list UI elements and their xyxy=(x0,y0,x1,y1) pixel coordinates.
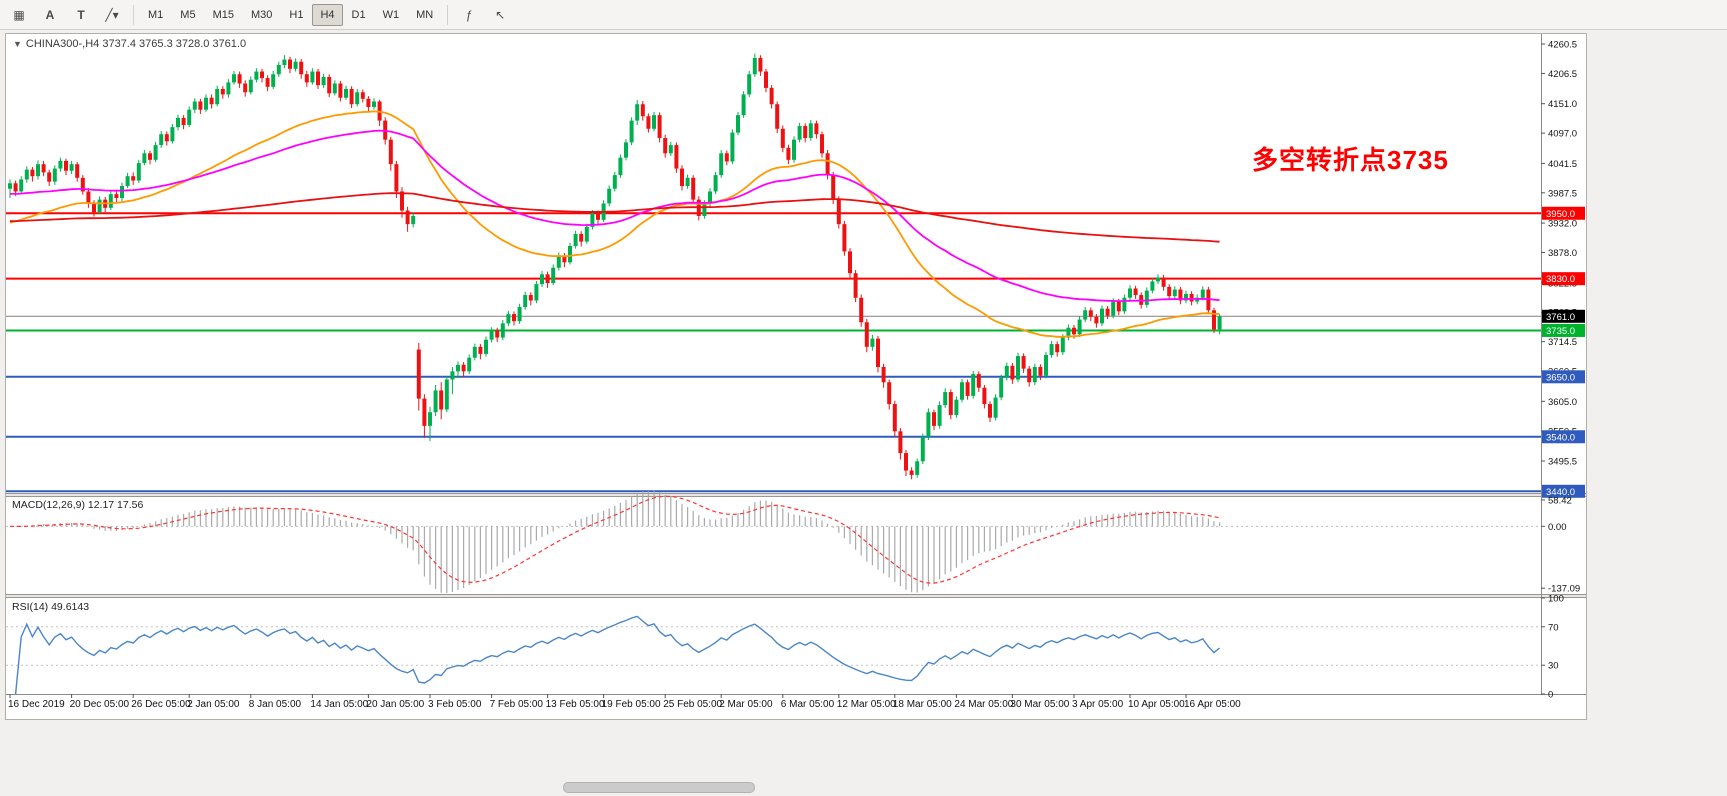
toolbar: ▦ A T ╱ ▾ M1 M5 M15 M30 H1 H4 D1 W1 MN ƒ… xyxy=(0,0,1727,30)
svg-text:2 Jan 05:00: 2 Jan 05:00 xyxy=(187,699,240,710)
grid-icon: ▦ xyxy=(13,7,25,22)
price-badge xyxy=(1542,370,1585,384)
timeframe-mn-button[interactable]: MN xyxy=(408,4,441,26)
candlestick-chart[interactable]: 4260.5 4206.5 4151.0 4097.0 4041.5 3987.5 3932… xyxy=(6,34,1586,719)
text-tool-button[interactable]: T xyxy=(66,3,96,27)
toolbar-separator xyxy=(133,4,134,25)
svg-text:3987.5: 3987.5 xyxy=(1548,188,1577,199)
svg-text:3495.5: 3495.5 xyxy=(1548,457,1577,468)
svg-text:58.42: 58.42 xyxy=(1548,495,1572,506)
svg-text:100: 100 xyxy=(1548,594,1564,605)
price-badge xyxy=(1542,430,1585,444)
price-axis[interactable]: 4260.5 4206.5 4151.0 4097.0 4041.5 3987.5 3932… xyxy=(1541,40,1585,701)
indicators-button[interactable]: ƒ xyxy=(454,3,484,27)
svg-text:0.00: 0.00 xyxy=(1548,522,1567,533)
svg-text:8 Jan 05:00: 8 Jan 05:00 xyxy=(249,699,302,710)
timeframe-h4-button[interactable]: H4 xyxy=(312,3,343,26)
horizontal-level-lines[interactable] xyxy=(6,212,1541,493)
time-axis[interactable]: 16 Dec 2019 20 Dec 05:00 26 Dec 05:002 Jan… xyxy=(8,694,1241,710)
letter-a-icon: A xyxy=(45,7,55,22)
svg-text:-137.09: -137.09 xyxy=(1548,584,1580,595)
svg-text:4151.0: 4151.0 xyxy=(1548,99,1577,110)
letter-t-icon: T xyxy=(77,7,85,22)
macd-signal-line xyxy=(9,495,1220,584)
timeframe-h1-button[interactable]: H1 xyxy=(281,4,311,26)
svg-text:70: 70 xyxy=(1548,622,1559,633)
svg-text:4041.5: 4041.5 xyxy=(1548,159,1577,170)
svg-text:10 Apr 05:00: 10 Apr 05:00 xyxy=(1128,699,1185,710)
svg-text:3735.0: 3735.0 xyxy=(1546,326,1575,337)
cursor-button[interactable]: ↖ xyxy=(485,3,515,27)
price-badge xyxy=(1542,206,1585,220)
svg-text:3878.0: 3878.0 xyxy=(1548,248,1577,259)
text-label-button[interactable]: A xyxy=(35,3,65,27)
chart-window: 4260.5 4206.5 4151.0 4097.0 4041.5 3987.5 3932… xyxy=(5,33,1587,720)
svg-text:3540.0: 3540.0 xyxy=(1546,432,1575,443)
svg-text:26 Dec 05:00: 26 Dec 05:00 xyxy=(131,699,191,710)
svg-text:30 Mar 05:00: 30 Mar 05:00 xyxy=(1010,699,1069,710)
svg-text:3950.0: 3950.0 xyxy=(1546,209,1575,220)
panel-separator[interactable] xyxy=(6,594,1586,598)
svg-text:3714.5: 3714.5 xyxy=(1548,337,1577,348)
timeframe-m30-button[interactable]: M30 xyxy=(243,4,280,26)
rsi-line xyxy=(14,615,1221,695)
svg-text:19 Feb 05:00: 19 Feb 05:00 xyxy=(602,699,661,710)
svg-text:30: 30 xyxy=(1548,661,1559,672)
candles xyxy=(8,53,1222,480)
svg-text:3440.0: 3440.0 xyxy=(1546,487,1575,498)
svg-text:25 Feb 05:00: 25 Feb 05:00 xyxy=(663,699,722,710)
price-badge xyxy=(1542,309,1585,323)
timeframe-m5-button[interactable]: M5 xyxy=(172,4,203,26)
timeframe-m1-button[interactable]: M1 xyxy=(140,4,171,26)
svg-text:12 Mar 05:00: 12 Mar 05:00 xyxy=(837,699,896,710)
svg-text:4206.5: 4206.5 xyxy=(1548,69,1577,80)
svg-text:16 Apr 05:00: 16 Apr 05:00 xyxy=(1184,699,1241,710)
timeframe-d1-button[interactable]: D1 xyxy=(344,4,374,26)
svg-text:13 Feb 05:00: 13 Feb 05:00 xyxy=(546,699,605,710)
svg-text:2 Mar 05:00: 2 Mar 05:00 xyxy=(719,699,773,710)
price-badge xyxy=(1542,484,1585,498)
svg-text:18 Mar 05:00: 18 Mar 05:00 xyxy=(893,699,952,710)
svg-text:0: 0 xyxy=(1548,690,1553,701)
svg-text:3761.0: 3761.0 xyxy=(1546,312,1575,323)
rsi-panel xyxy=(6,615,1541,695)
svg-text:3 Feb 05:00: 3 Feb 05:00 xyxy=(428,699,482,710)
price-badge xyxy=(1542,272,1585,286)
svg-text:14 Jan 05:00: 14 Jan 05:00 xyxy=(310,699,368,710)
macd-panel xyxy=(6,490,1541,594)
svg-text:4260.5: 4260.5 xyxy=(1548,40,1577,51)
ma-slow xyxy=(9,192,1220,243)
svg-text:3650.0: 3650.0 xyxy=(1546,372,1575,383)
templates-button[interactable]: ▦ xyxy=(4,3,34,27)
svg-text:3830.0: 3830.0 xyxy=(1546,274,1575,285)
ma-mid xyxy=(10,129,1220,303)
svg-text:4097.0: 4097.0 xyxy=(1548,129,1577,140)
timeframe-m15-button[interactable]: M15 xyxy=(205,4,242,26)
svg-text:6 Mar 05:00: 6 Mar 05:00 xyxy=(781,699,835,710)
svg-text:3932.0: 3932.0 xyxy=(1548,219,1577,230)
svg-text:20 Dec 05:00: 20 Dec 05:00 xyxy=(70,699,130,710)
svg-text:7 Feb 05:00: 7 Feb 05:00 xyxy=(490,699,544,710)
trendline-icon: ╱ xyxy=(105,7,113,22)
svg-text:24 Mar 05:00: 24 Mar 05:00 xyxy=(954,699,1013,710)
svg-text:3605.0: 3605.0 xyxy=(1548,397,1577,408)
drawing-tools-button[interactable]: ╱ ▾ xyxy=(97,3,127,27)
price-badge xyxy=(1542,323,1585,337)
timeframe-w1-button[interactable]: W1 xyxy=(375,4,408,26)
svg-text:3 Apr 05:00: 3 Apr 05:00 xyxy=(1072,699,1124,710)
function-icon: ƒ xyxy=(465,7,473,22)
panel-separator[interactable] xyxy=(6,493,1586,497)
svg-text:20 Jan 05:00: 20 Jan 05:00 xyxy=(366,699,424,710)
toolbar-separator xyxy=(447,4,449,25)
ma-fast xyxy=(9,110,1220,338)
svg-text:16 Dec 2019: 16 Dec 2019 xyxy=(8,699,65,710)
chevron-down-icon: ▾ xyxy=(112,7,119,22)
horizontal-scrollbar-thumb[interactable] xyxy=(563,782,755,793)
cursor-icon: ↖ xyxy=(495,7,506,22)
